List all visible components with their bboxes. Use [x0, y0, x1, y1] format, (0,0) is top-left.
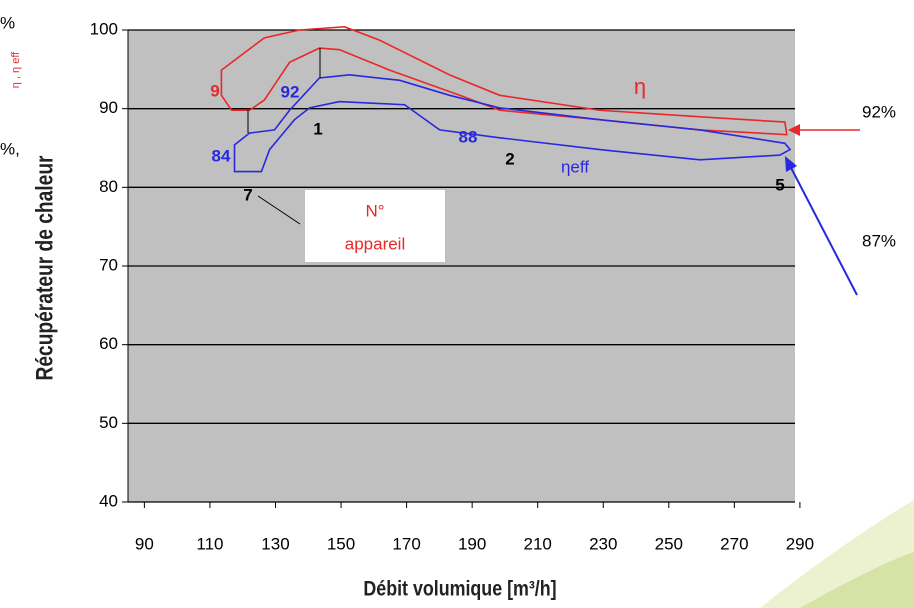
x-tick-label: 130 — [261, 534, 289, 553]
x-tick-label: 250 — [655, 534, 683, 553]
series-label: η — [634, 74, 646, 99]
envelope-outline — [233, 74, 792, 173]
annotation: 92% — [862, 102, 896, 121]
arrow — [786, 159, 858, 296]
x-tick-label: 210 — [524, 534, 552, 553]
annotation: 92 — [281, 82, 300, 101]
series-label: ηeff — [561, 157, 589, 176]
x-tick-label: 150 — [327, 534, 355, 553]
annotation: 84 — [212, 146, 231, 165]
annotation: 7 — [243, 185, 252, 204]
x-tick-label: 230 — [589, 534, 617, 553]
y-axis-symbol: η , η eff — [10, 51, 22, 88]
annotation: 87% — [862, 231, 896, 250]
annotation: % — [0, 13, 15, 32]
annotation: 5 — [775, 175, 784, 194]
annotation: appareil — [345, 234, 406, 253]
x-axis-title: Débit volumique [m³/h] — [363, 577, 556, 601]
x-tick-label: 290 — [786, 534, 814, 553]
annotation: 9 — [210, 81, 219, 100]
y-tick-label: 40 — [99, 491, 118, 510]
y-tick-label: 80 — [99, 177, 118, 196]
x-tick-label: 170 — [392, 534, 420, 553]
y-tick-label: 90 — [99, 98, 118, 117]
y-tick-label: 70 — [99, 255, 118, 274]
y-tick-label: 60 — [99, 334, 118, 353]
arrowhead — [785, 156, 797, 172]
annotation: 88 — [459, 127, 478, 146]
decor-swoosh — [800, 552, 914, 608]
annotation: 1 — [313, 119, 322, 138]
annotation: 2 — [505, 149, 514, 168]
y-tick-label: 100 — [90, 19, 118, 38]
arrowhead — [788, 124, 800, 136]
annotation: N° — [365, 201, 384, 220]
x-tick-label: 110 — [196, 534, 223, 553]
x-tick-label: 190 — [458, 534, 486, 553]
pointer — [257, 195, 301, 225]
x-tick-label: 270 — [720, 534, 748, 553]
label-box — [305, 190, 445, 262]
envelope-outline — [220, 26, 788, 136]
annotation: %, — [0, 139, 20, 158]
y-axis-title: Récupérateur de chaleur — [30, 155, 58, 380]
x-tick-label: 90 — [135, 534, 154, 553]
y-tick-label: 50 — [99, 413, 118, 432]
